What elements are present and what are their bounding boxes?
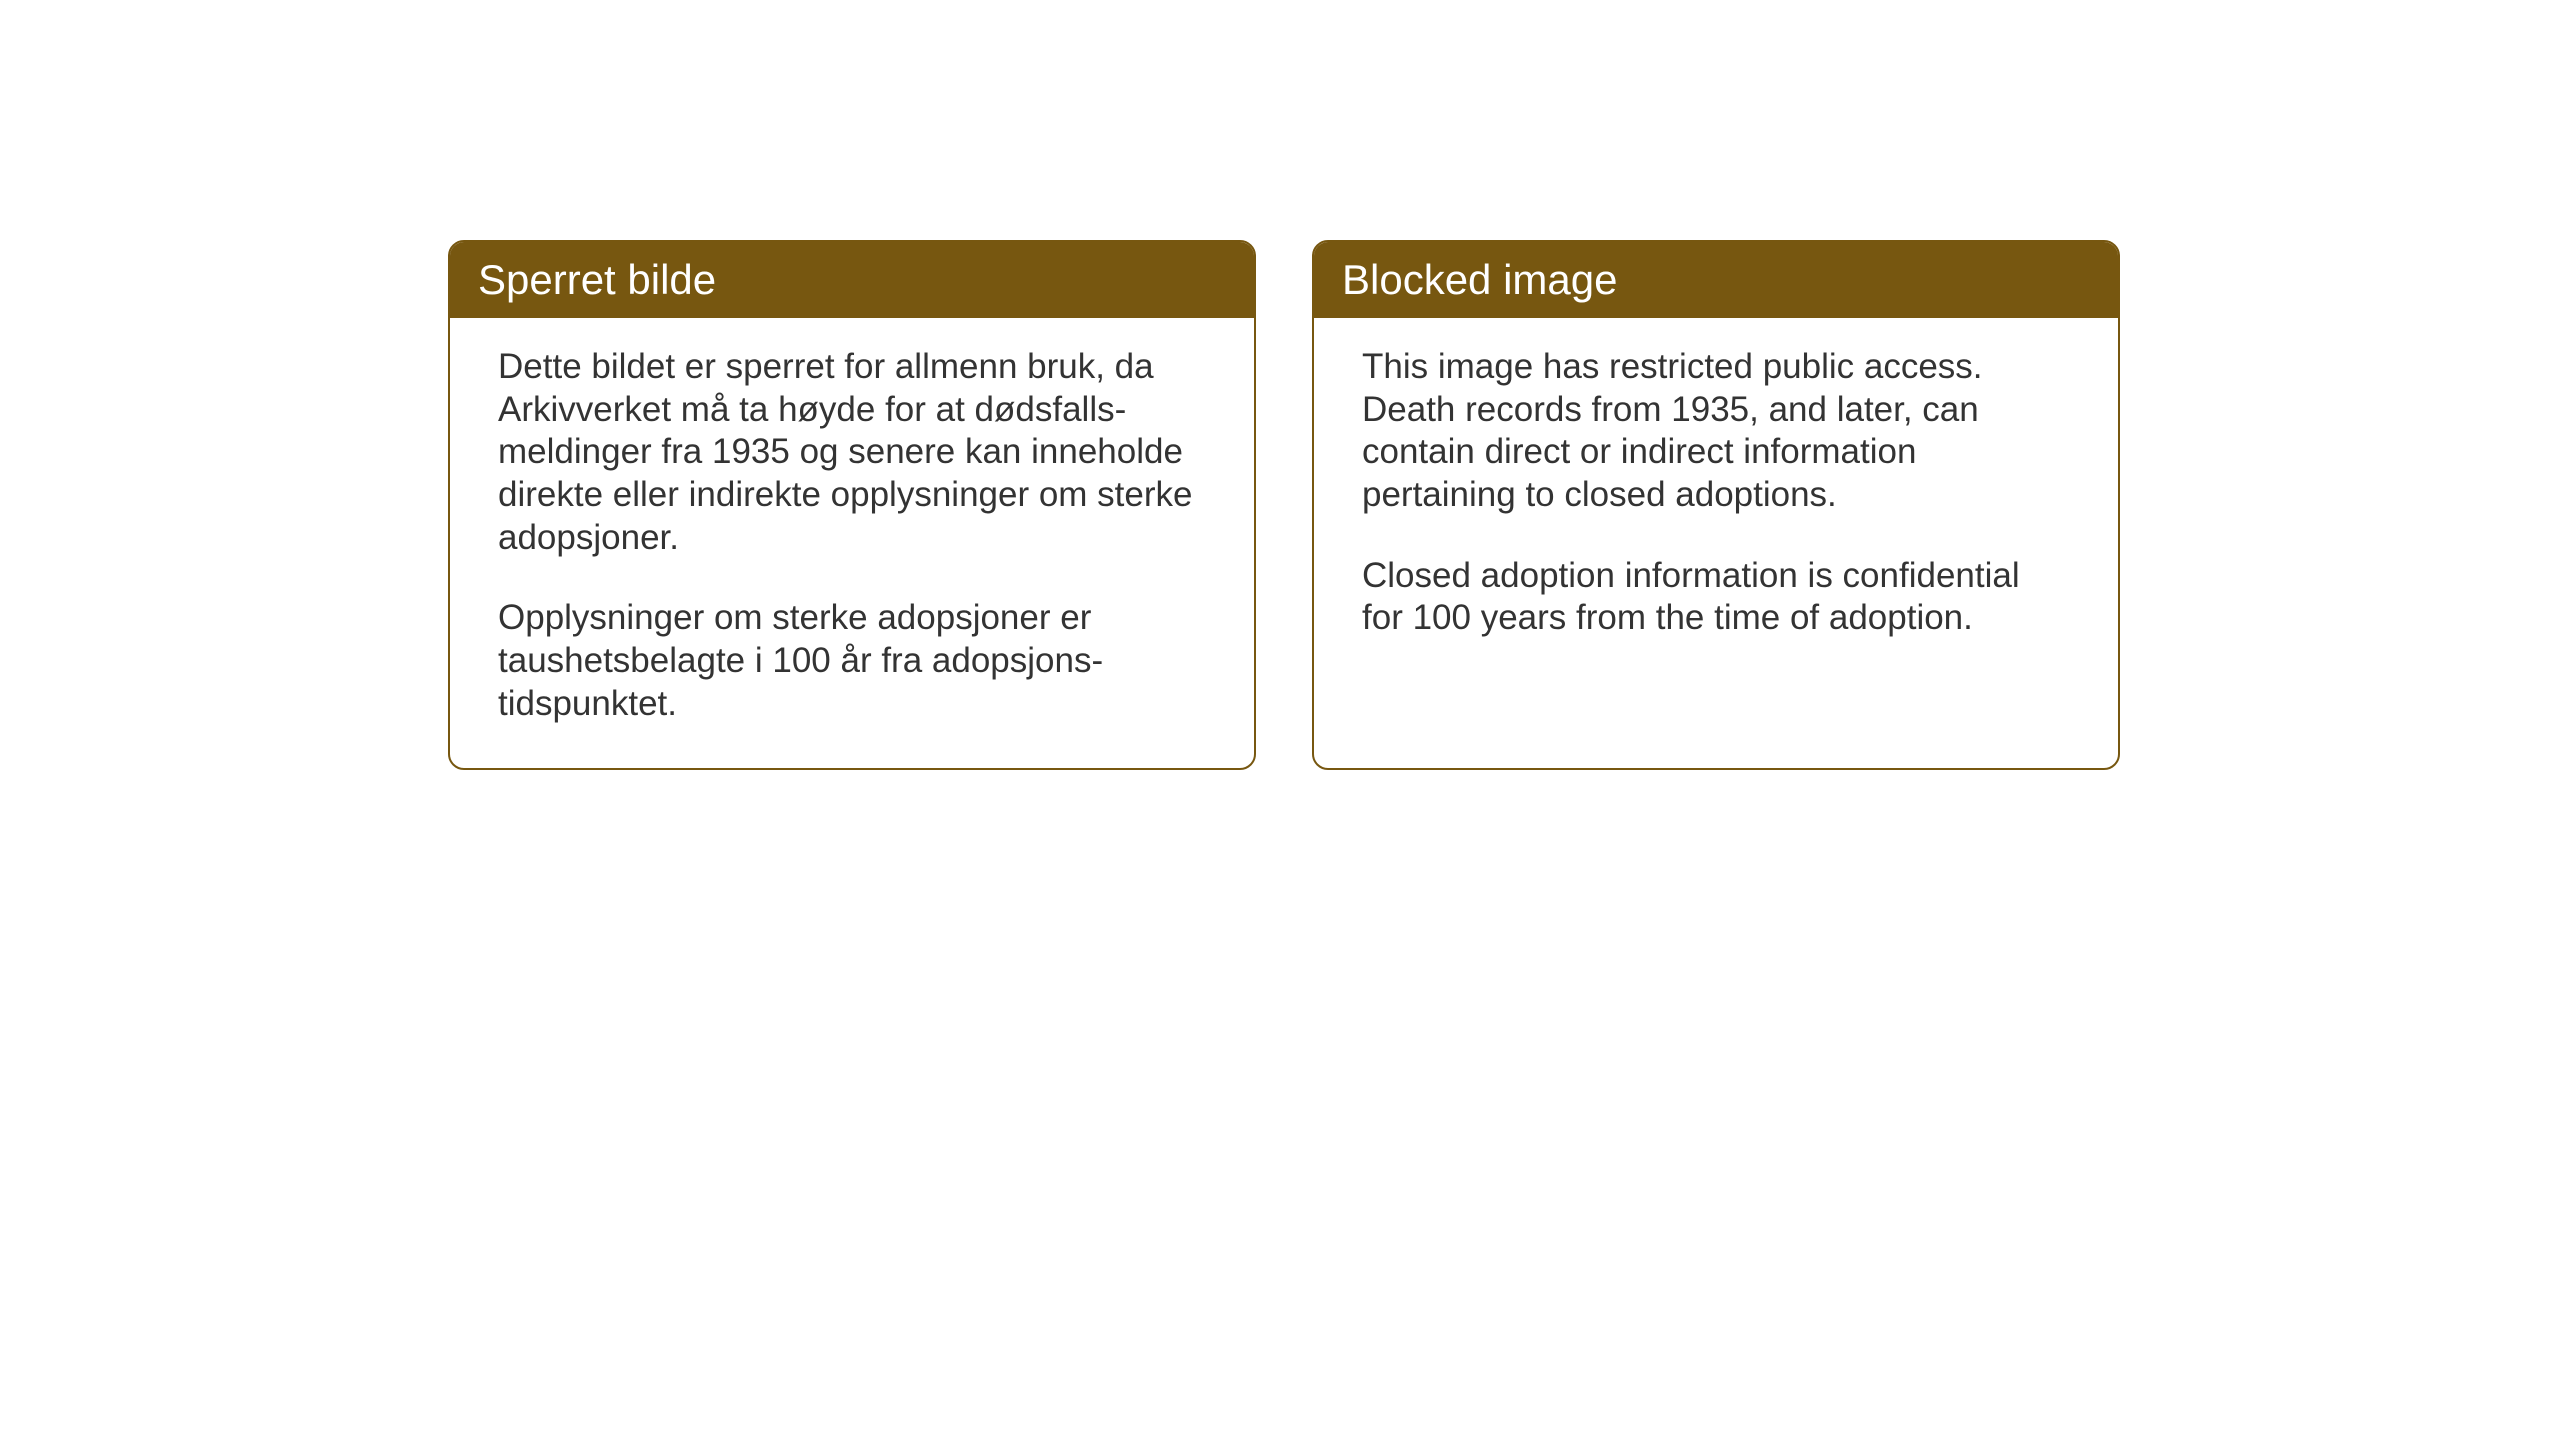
english-notice-card: Blocked image This image has restricted …: [1312, 240, 2120, 770]
norwegian-paragraph-1: Dette bildet er sperret for allmenn bruk…: [498, 346, 1206, 559]
norwegian-card-title: Sperret bilde: [450, 242, 1254, 318]
norwegian-paragraph-2: Opplysninger om sterke adopsjoner er tau…: [498, 597, 1206, 725]
norwegian-card-body: Dette bildet er sperret for allmenn bruk…: [450, 318, 1254, 768]
english-paragraph-2: Closed adoption information is confident…: [1362, 555, 2070, 640]
notice-cards-container: Sperret bilde Dette bildet er sperret fo…: [448, 240, 2120, 770]
norwegian-notice-card: Sperret bilde Dette bildet er sperret fo…: [448, 240, 1256, 770]
english-card-title: Blocked image: [1314, 242, 2118, 318]
english-paragraph-1: This image has restricted public access.…: [1362, 346, 2070, 517]
english-card-body: This image has restricted public access.…: [1314, 318, 2118, 682]
